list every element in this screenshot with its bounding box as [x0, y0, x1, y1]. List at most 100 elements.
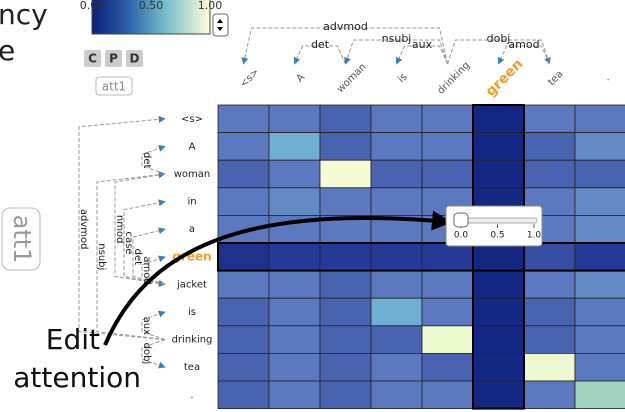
column-token: tea [546, 69, 565, 88]
heatmap-cell [370, 159, 423, 189]
top-arc [497, 45, 550, 65]
column-token: is [396, 72, 409, 85]
heatmap-cell [370, 242, 423, 272]
heatmap-cell [319, 325, 372, 354]
mode-button-label: D [130, 52, 140, 66]
mode-button[interactable] [105, 50, 122, 67]
heatmap-cell [472, 159, 525, 189]
highlight-row [217, 242, 625, 272]
mode-button-label: C [88, 52, 97, 66]
heatmap-cell [523, 270, 576, 299]
heatmap-cell [523, 242, 576, 272]
slider-tick-label: 0.5 [490, 231, 504, 241]
heatmap-cell [268, 352, 321, 382]
heatmap-cell [472, 352, 525, 382]
slider-popup [445, 205, 543, 247]
left-arc [141, 339, 166, 369]
heatmap-cell [523, 132, 576, 161]
heatmap-cell [370, 380, 423, 410]
side-tab[interactable] [1, 207, 41, 271]
heatmap-cell [268, 270, 321, 299]
spinner[interactable] [212, 13, 229, 37]
heatmap-cell [574, 132, 625, 161]
heatmap-cell [472, 325, 525, 354]
left-arc [96, 171, 166, 341]
heatmap-cell [370, 132, 423, 161]
heatmap-cell [217, 242, 270, 272]
top-arc-label: dobj [487, 32, 511, 45]
top-arc [241, 27, 448, 65]
heatmap-cell [319, 352, 372, 382]
heatmap-cell [319, 380, 372, 410]
row-token: woman [174, 169, 211, 180]
column-token: . [602, 73, 612, 83]
mode-button[interactable] [84, 50, 101, 67]
left-arc [141, 145, 166, 175]
colorbar-tick-label: 1.00 [198, 0, 223, 12]
column-token: green [483, 56, 527, 100]
mode-button[interactable] [126, 50, 143, 67]
left-arc-label: det [141, 152, 152, 169]
heatmap-cell [574, 270, 625, 299]
heatmap-cell [217, 380, 270, 410]
heatmap-cell [574, 325, 625, 354]
heatmap-cell [319, 297, 372, 327]
heatmap-cell [370, 104, 423, 134]
left-arc-label: nsubj [96, 243, 107, 270]
heatmap-cell [472, 242, 525, 272]
row-token: tea [184, 362, 200, 373]
top-arc-label: nsubj [382, 32, 412, 45]
row-token: a [189, 224, 195, 235]
mode-button-label: P [109, 52, 118, 66]
heatmap-cell [421, 270, 474, 299]
heatmap-cell [472, 104, 525, 134]
heatmap-cell [523, 352, 576, 382]
slider-handle[interactable] [453, 212, 469, 228]
top-arc-label: amod [508, 38, 539, 51]
row-token: A [189, 141, 196, 152]
heatmap-cell [421, 325, 474, 354]
top-arc [293, 45, 346, 65]
heatmap-cell [574, 159, 625, 189]
heatmap-cell [523, 325, 576, 354]
heatmap-cell [574, 214, 625, 244]
heatmap-cell [421, 352, 474, 382]
left-arc-label: aux [141, 317, 152, 335]
heatmap-cell [217, 159, 270, 189]
top-arc-label: det [311, 38, 330, 51]
row-token: is [188, 307, 196, 318]
heatmap-cell [574, 242, 625, 272]
layer-button[interactable] [95, 76, 133, 96]
column-token: drinking [436, 60, 473, 97]
heatmap-cell [472, 270, 525, 299]
heatmap-cell [319, 104, 372, 134]
heatmap-cell [319, 187, 372, 216]
side-label: att1 [8, 215, 36, 264]
heatmap-cell [421, 297, 474, 327]
colorbar [91, 0, 211, 35]
heatmap-cell [217, 104, 270, 134]
heatmap-cell [217, 352, 270, 382]
heatmap-cell [523, 297, 576, 327]
row-token: <s> [181, 114, 203, 125]
heatmap-cell [421, 380, 474, 410]
heatmap-cell [217, 132, 270, 161]
left-arc-label: amod [141, 256, 152, 284]
annotation: attention [13, 361, 141, 394]
highlight-col [472, 104, 525, 410]
heatmap-cell [421, 242, 474, 272]
heatmap-cell [370, 270, 423, 299]
row-token: jacket [176, 279, 207, 290]
heatmap-cell [370, 352, 423, 382]
heatmap-cell [574, 104, 625, 134]
heatmap-cell [574, 352, 625, 382]
column-token: <s> [238, 67, 261, 90]
heatmap-cell [319, 270, 372, 299]
colorbar-tick-label: 0.00 [80, 0, 105, 12]
heatmap-cell [472, 380, 525, 410]
heatmap-cell [217, 297, 270, 327]
heatmap-cell [217, 270, 270, 299]
top-arc-label: aux [412, 38, 433, 51]
heatmap-cell [574, 187, 625, 216]
left-arc [141, 255, 166, 285]
